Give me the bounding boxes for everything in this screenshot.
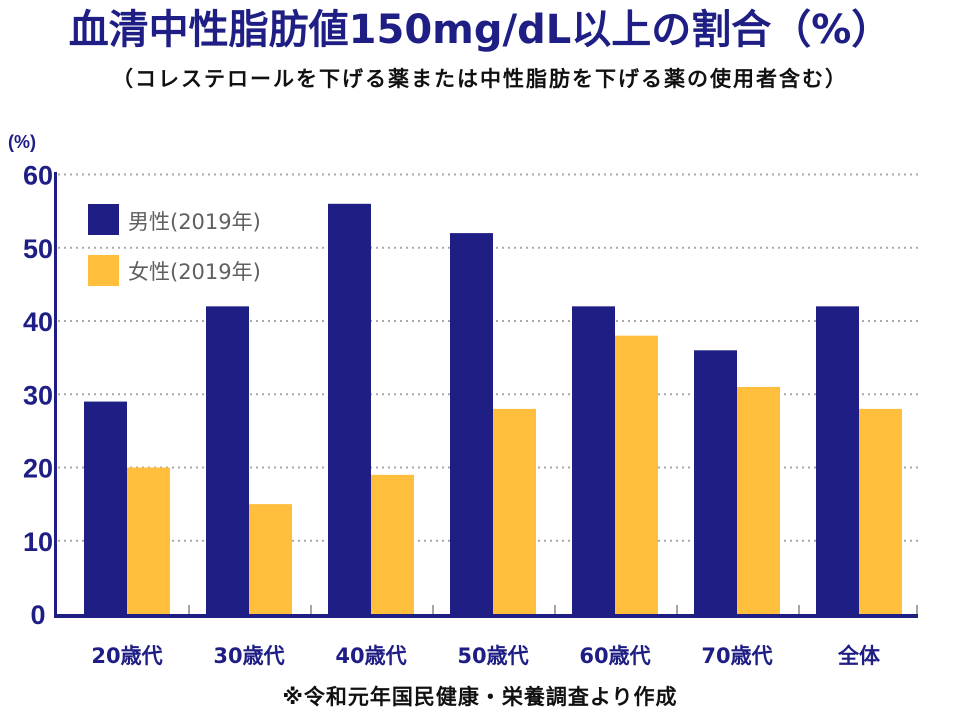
y-tick-labels: 0 10 20 30 40 50 60 [23, 161, 53, 631]
bar-female [493, 408, 536, 614]
chart-title: 血清中性脂肪値150mg/dL以上の割合（%） [68, 7, 892, 53]
y-tick-label: 20 [23, 454, 53, 484]
bar-female [127, 467, 170, 614]
x-tick-label: 60歳代 [579, 644, 650, 668]
x-tick-label: 70歳代 [701, 644, 772, 668]
chart-subtitle: （コレステロールを下げる薬または中性脂肪を下げる薬の使用者含む） [112, 67, 848, 91]
legend-label-female: 女性(2019年) [128, 260, 261, 284]
bar-male [694, 350, 737, 614]
legend-swatch-female [88, 255, 119, 286]
bar-male [84, 401, 127, 614]
x-tick-labels: 20歳代 30歳代 40歳代 50歳代 60歳代 70歳代 全体 [91, 644, 881, 668]
y-tick-label: 60 [23, 161, 53, 191]
legend-swatch-male [88, 204, 119, 235]
legend: 男性(2019年) 女性(2019年) [88, 204, 261, 286]
y-tick-label: 10 [23, 527, 53, 557]
y-tick-label: 50 [23, 234, 53, 264]
bar-male [572, 306, 615, 614]
x-tick-label: 20歳代 [91, 644, 162, 668]
bar-male [206, 306, 249, 614]
bar-male [450, 233, 493, 614]
bar-male [816, 306, 859, 614]
x-tick-label: 40歳代 [335, 644, 406, 668]
x-tick-label: 全体 [837, 644, 881, 668]
y-tick-label: 40 [23, 307, 53, 337]
bar-female [737, 386, 780, 614]
x-tick-label: 30歳代 [213, 644, 284, 668]
bar-female [371, 474, 414, 614]
x-tick-marks [188, 605, 918, 614]
y-axis-unit: (%) [8, 132, 36, 152]
y-tick-label: 0 [30, 600, 45, 630]
bar-male [328, 203, 371, 615]
bars [84, 203, 902, 615]
source-note: ※令和元年国民健康・栄養調査より作成 [282, 685, 678, 709]
x-tick-label: 50歳代 [457, 644, 528, 668]
legend-label-male: 男性(2019年) [128, 210, 261, 234]
bar-female [859, 408, 902, 614]
bar-female [615, 335, 658, 614]
bar-female [249, 504, 292, 614]
y-tick-label: 30 [23, 380, 53, 410]
axes [54, 172, 918, 618]
